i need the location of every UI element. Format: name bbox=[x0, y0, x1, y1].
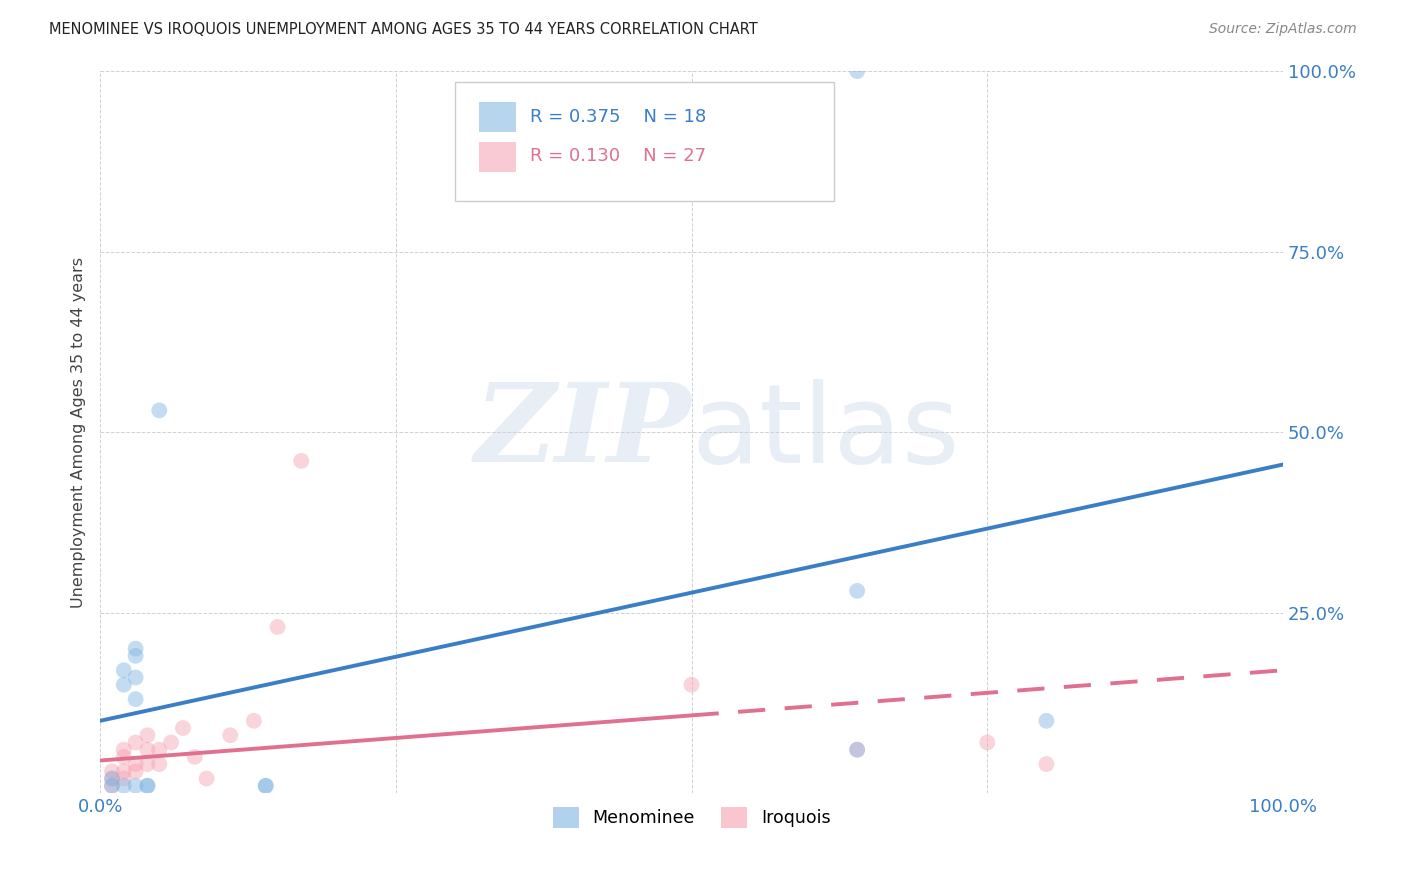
Point bbox=[112, 750, 135, 764]
Point bbox=[101, 772, 124, 786]
Point bbox=[195, 772, 218, 786]
Point bbox=[160, 735, 183, 749]
Point bbox=[846, 583, 869, 598]
Point bbox=[112, 772, 135, 786]
Point bbox=[172, 721, 194, 735]
Point bbox=[124, 641, 146, 656]
Point bbox=[266, 620, 288, 634]
Point bbox=[1035, 757, 1057, 772]
Text: Source: ZipAtlas.com: Source: ZipAtlas.com bbox=[1209, 22, 1357, 37]
Point bbox=[136, 757, 159, 772]
Point bbox=[1035, 714, 1057, 728]
Point bbox=[124, 671, 146, 685]
Point bbox=[124, 692, 146, 706]
Text: atlas: atlas bbox=[692, 378, 960, 485]
Legend: Menominee, Iroquois: Menominee, Iroquois bbox=[546, 800, 838, 835]
Point bbox=[136, 779, 159, 793]
Point bbox=[148, 742, 170, 756]
Point bbox=[136, 779, 159, 793]
Point bbox=[254, 779, 277, 793]
Point bbox=[219, 728, 242, 742]
Text: MENOMINEE VS IROQUOIS UNEMPLOYMENT AMONG AGES 35 TO 44 YEARS CORRELATION CHART: MENOMINEE VS IROQUOIS UNEMPLOYMENT AMONG… bbox=[49, 22, 758, 37]
Point bbox=[846, 64, 869, 78]
Point bbox=[184, 750, 207, 764]
Point bbox=[112, 678, 135, 692]
Point bbox=[254, 779, 277, 793]
Text: ZIP: ZIP bbox=[475, 378, 692, 486]
FancyBboxPatch shape bbox=[456, 82, 834, 201]
Point bbox=[136, 728, 159, 742]
Point bbox=[101, 772, 124, 786]
Point bbox=[112, 764, 135, 779]
Point bbox=[124, 757, 146, 772]
Point bbox=[846, 742, 869, 756]
Point bbox=[124, 735, 146, 749]
FancyBboxPatch shape bbox=[478, 102, 516, 132]
Point bbox=[112, 742, 135, 756]
Point bbox=[290, 454, 312, 468]
Text: R = 0.375    N = 18: R = 0.375 N = 18 bbox=[530, 108, 706, 126]
Point bbox=[101, 779, 124, 793]
Point bbox=[148, 757, 170, 772]
FancyBboxPatch shape bbox=[478, 142, 516, 172]
Point bbox=[101, 764, 124, 779]
Point bbox=[101, 779, 124, 793]
Text: R = 0.130    N = 27: R = 0.130 N = 27 bbox=[530, 147, 706, 165]
Point bbox=[846, 742, 869, 756]
Y-axis label: Unemployment Among Ages 35 to 44 years: Unemployment Among Ages 35 to 44 years bbox=[72, 257, 86, 607]
Point bbox=[124, 779, 146, 793]
Point bbox=[112, 779, 135, 793]
Point bbox=[681, 678, 703, 692]
Point bbox=[124, 648, 146, 663]
Point bbox=[124, 764, 146, 779]
Point bbox=[976, 735, 998, 749]
Point bbox=[148, 403, 170, 417]
Point bbox=[112, 663, 135, 677]
Point bbox=[136, 742, 159, 756]
Point bbox=[243, 714, 266, 728]
